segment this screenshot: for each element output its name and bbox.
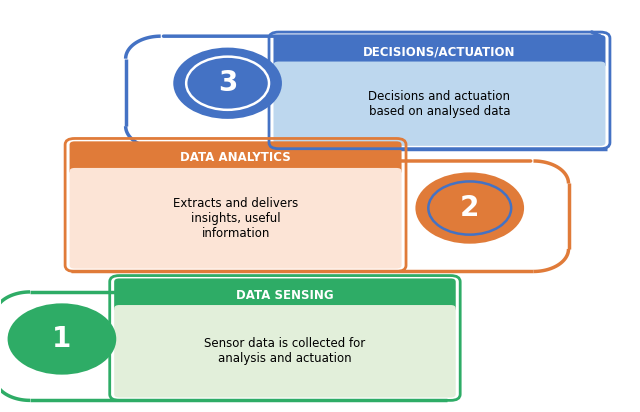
FancyBboxPatch shape — [70, 141, 401, 175]
FancyBboxPatch shape — [273, 61, 605, 146]
Circle shape — [175, 50, 280, 117]
Text: 1: 1 — [52, 325, 72, 353]
FancyBboxPatch shape — [70, 168, 401, 269]
Text: DECISIONS/ACTUATION: DECISIONS/ACTUATION — [364, 45, 516, 58]
Text: DATA ANALYTICS: DATA ANALYTICS — [180, 152, 291, 164]
FancyBboxPatch shape — [273, 35, 605, 68]
Circle shape — [10, 305, 114, 372]
Text: Decisions and actuation
based on analysed data: Decisions and actuation based on analyse… — [369, 90, 511, 118]
Circle shape — [417, 175, 522, 241]
Text: Sensor data is collected for
analysis and actuation: Sensor data is collected for analysis an… — [204, 337, 365, 365]
Text: DATA SENSING: DATA SENSING — [236, 288, 334, 302]
Text: Extracts and delivers
insights, useful
information: Extracts and delivers insights, useful i… — [173, 197, 298, 240]
FancyBboxPatch shape — [114, 305, 456, 398]
Text: 3: 3 — [218, 69, 237, 97]
FancyBboxPatch shape — [114, 279, 456, 311]
Text: 2: 2 — [460, 194, 479, 222]
